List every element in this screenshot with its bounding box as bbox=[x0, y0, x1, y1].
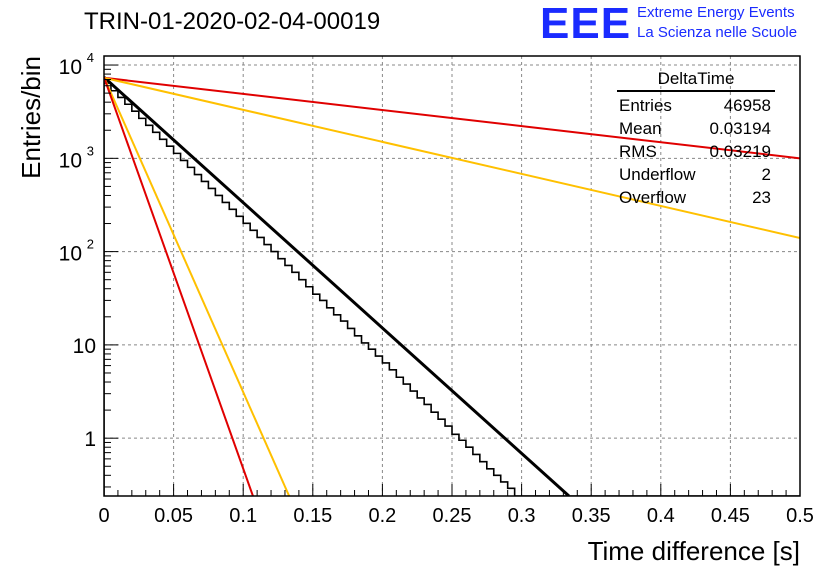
stats-row: Mean 0.03194 bbox=[611, 118, 779, 141]
x-tick-label: 0.25 bbox=[433, 505, 472, 527]
y-tick-exponent: 3 bbox=[87, 143, 94, 158]
logo-subtitle-1: Extreme Energy Events bbox=[637, 4, 795, 21]
stats-value: 23 bbox=[752, 188, 771, 207]
y-tick-label: 10 bbox=[59, 243, 82, 266]
stats-row: Entries 46958 bbox=[611, 95, 779, 118]
y-tick-label: 1 bbox=[84, 428, 96, 451]
stats-value: 2 bbox=[761, 165, 771, 184]
stats-title: DeltaTime bbox=[617, 69, 775, 92]
y-tick-exponent: 2 bbox=[87, 237, 94, 252]
plot-area bbox=[104, 76, 800, 496]
fit-line bbox=[104, 76, 254, 496]
fit-line bbox=[104, 76, 291, 496]
x-tick-label: 0.15 bbox=[293, 505, 332, 527]
stats-label: Underflow bbox=[619, 165, 696, 184]
stats-label: Entries bbox=[619, 96, 672, 115]
stats-label: RMS bbox=[619, 142, 657, 161]
y-tick-label: 10 bbox=[59, 149, 82, 172]
x-tick-label: 0.2 bbox=[368, 505, 396, 527]
stats-row: RMS 0.03219 bbox=[611, 141, 779, 164]
fit-line bbox=[104, 76, 800, 239]
stats-box: DeltaTime Entries 46958 Mean 0.03194 RMS 0.03… bbox=[611, 69, 779, 210]
eee-logo: EEE bbox=[540, 0, 632, 48]
stats-value: 0.03194 bbox=[709, 119, 771, 138]
stats-row: Overflow 23 bbox=[611, 187, 779, 210]
x-tick-label: 0.3 bbox=[508, 505, 536, 527]
x-tick-label: 0.1 bbox=[229, 505, 257, 527]
histogram bbox=[104, 82, 800, 496]
x-tick-label: 0.05 bbox=[154, 505, 193, 527]
y-axis-label: Entries/bin bbox=[16, 56, 46, 179]
fit-line bbox=[104, 76, 570, 496]
x-tick-label: 0 bbox=[98, 505, 109, 527]
x-axis-label: Time difference [s] bbox=[588, 536, 800, 566]
x-tick-label: 0.4 bbox=[647, 505, 675, 527]
x-tick-label: 0.5 bbox=[786, 505, 814, 527]
run-title: TRIN-01-2020-02-04-00019 bbox=[84, 8, 381, 35]
stats-label: Mean bbox=[619, 119, 662, 138]
y-tick-label: 10 bbox=[73, 335, 96, 358]
stats-row: Underflow 2 bbox=[611, 164, 779, 187]
stats-value: 46958 bbox=[723, 96, 771, 115]
stats-value: 0.03219 bbox=[709, 142, 771, 161]
logo-subtitle-2: La Scienza nelle Scuole bbox=[637, 24, 798, 41]
x-tick-label: 0.45 bbox=[711, 505, 750, 527]
x-tick-label: 0.35 bbox=[572, 505, 611, 527]
y-tick-label: 10 bbox=[59, 56, 82, 79]
y-tick-exponent: 4 bbox=[87, 50, 94, 65]
fit-line bbox=[104, 76, 800, 160]
stats-label: Overflow bbox=[619, 188, 687, 207]
